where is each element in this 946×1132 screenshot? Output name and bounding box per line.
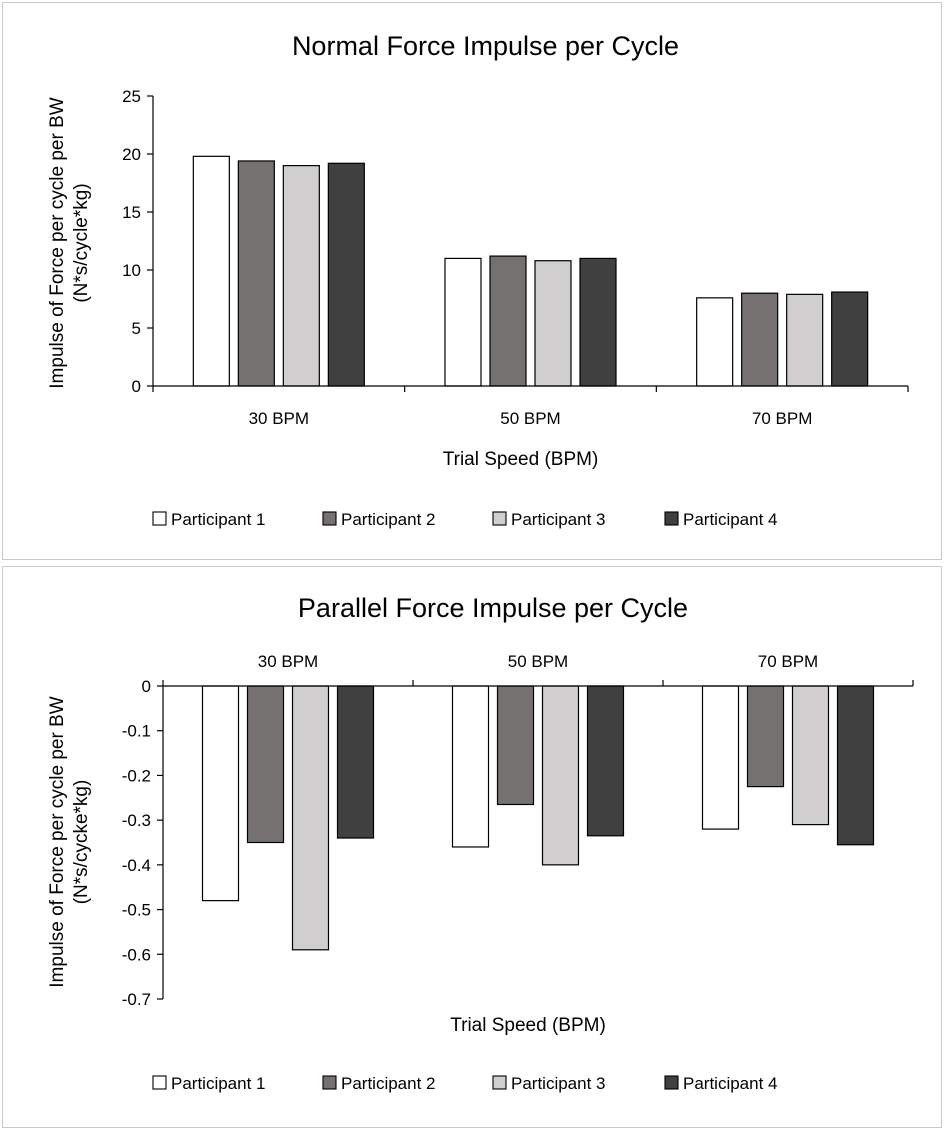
bar [496,685,535,806]
legend-label: Participant 3 [511,510,606,529]
y-tick-label: -0.1 [122,722,151,741]
legend-swatch [152,1075,167,1090]
bar [282,165,320,387]
bar [701,685,740,830]
bar [786,293,824,387]
y-axis-title: Impulse of Force per cycle per BW (N*s/cy… [47,696,92,987]
y-tick-label: 20 [122,145,141,164]
y-tick-label: -0.2 [122,766,151,785]
x-category-label: 70 BPM [752,409,812,428]
bar [201,685,240,902]
x-category-label: 30 BPM [258,652,318,671]
y-tick-label: 25 [122,87,141,106]
y-tick-label: -0.5 [122,901,151,920]
normal-force-chart: Normal Force Impulse per Cycle 0 5 10 15 20 25… [47,31,909,529]
parallel-force-chart: Parallel Force Impulse per Cycle 0 -0.1 -0.… [47,593,914,1093]
parallel-force-chart-panel: Parallel Force Impulse per Cycle 0 -0.1 -0.… [2,566,942,1128]
bar [746,685,785,788]
legend-label: Participant 3 [511,1074,606,1093]
y-tick-label: -0.6 [122,945,151,964]
y-tick-label: 15 [122,203,141,222]
y-axis-title-line: Impulse of Force per cycle per BW [47,97,68,388]
bar [534,260,572,387]
legend-swatch [322,1075,337,1090]
legend-swatch [664,511,679,526]
normal-force-chart-panel: Normal Force Impulse per Cycle 0 5 10 15 20 25… [2,2,942,560]
bar [836,685,875,846]
bar [327,162,365,387]
bar [336,685,375,839]
bar [579,257,617,387]
bar [586,685,625,837]
x-category-label: 30 BPM [249,409,309,428]
x-category-label: 70 BPM [758,652,818,671]
bar [444,257,482,387]
y-tick-label: -0.3 [122,811,151,830]
y-tick-label: 0 [132,377,141,396]
bar [831,291,869,387]
bar [489,255,527,387]
legend-label: Participant 1 [171,510,266,529]
legend-swatch [664,1075,679,1090]
legend-swatch [152,511,167,526]
legend-swatch [492,511,507,526]
legend-swatch [322,511,337,526]
y-tick-label: 5 [132,319,141,338]
bar [696,297,734,387]
chart-title: Parallel Force Impulse per Cycle [298,593,688,623]
bar [246,685,285,844]
bar [192,155,230,387]
y-axis-title: Impulse of Force per cycle per BW (N*s/cy… [47,97,92,388]
bar [741,292,779,387]
y-axis-title-line: (N*s/cycle*kg) [71,183,92,302]
bar [791,685,830,826]
bar [291,685,330,951]
x-category-label: 50 BPM [508,652,568,671]
legend-label: Participant 4 [683,1074,778,1093]
bar [451,685,490,848]
bar [541,685,580,866]
chart-title: Normal Force Impulse per Cycle [292,31,679,61]
x-axis-title: Trial Speed (BPM) [443,449,599,470]
y-axis-title-line: (N*s/cycke*kg) [71,780,92,905]
x-category-label: 50 BPM [500,409,560,428]
legend-label: Participant 2 [341,510,436,529]
legend-label: Participant 1 [171,1074,266,1093]
y-tick-label: -0.4 [122,856,151,875]
bar [237,160,275,387]
legend-swatch [492,1075,507,1090]
legend-label: Participant 4 [683,510,778,529]
x-axis-title: Trial Speed (BPM) [450,1015,606,1036]
y-tick-label: 10 [122,261,141,280]
y-tick-label: 0 [142,677,151,696]
y-tick-label: -0.7 [122,990,151,1009]
y-axis-title-line: Impulse of Force per cycle per BW [47,696,68,987]
legend-label: Participant 2 [341,1074,436,1093]
